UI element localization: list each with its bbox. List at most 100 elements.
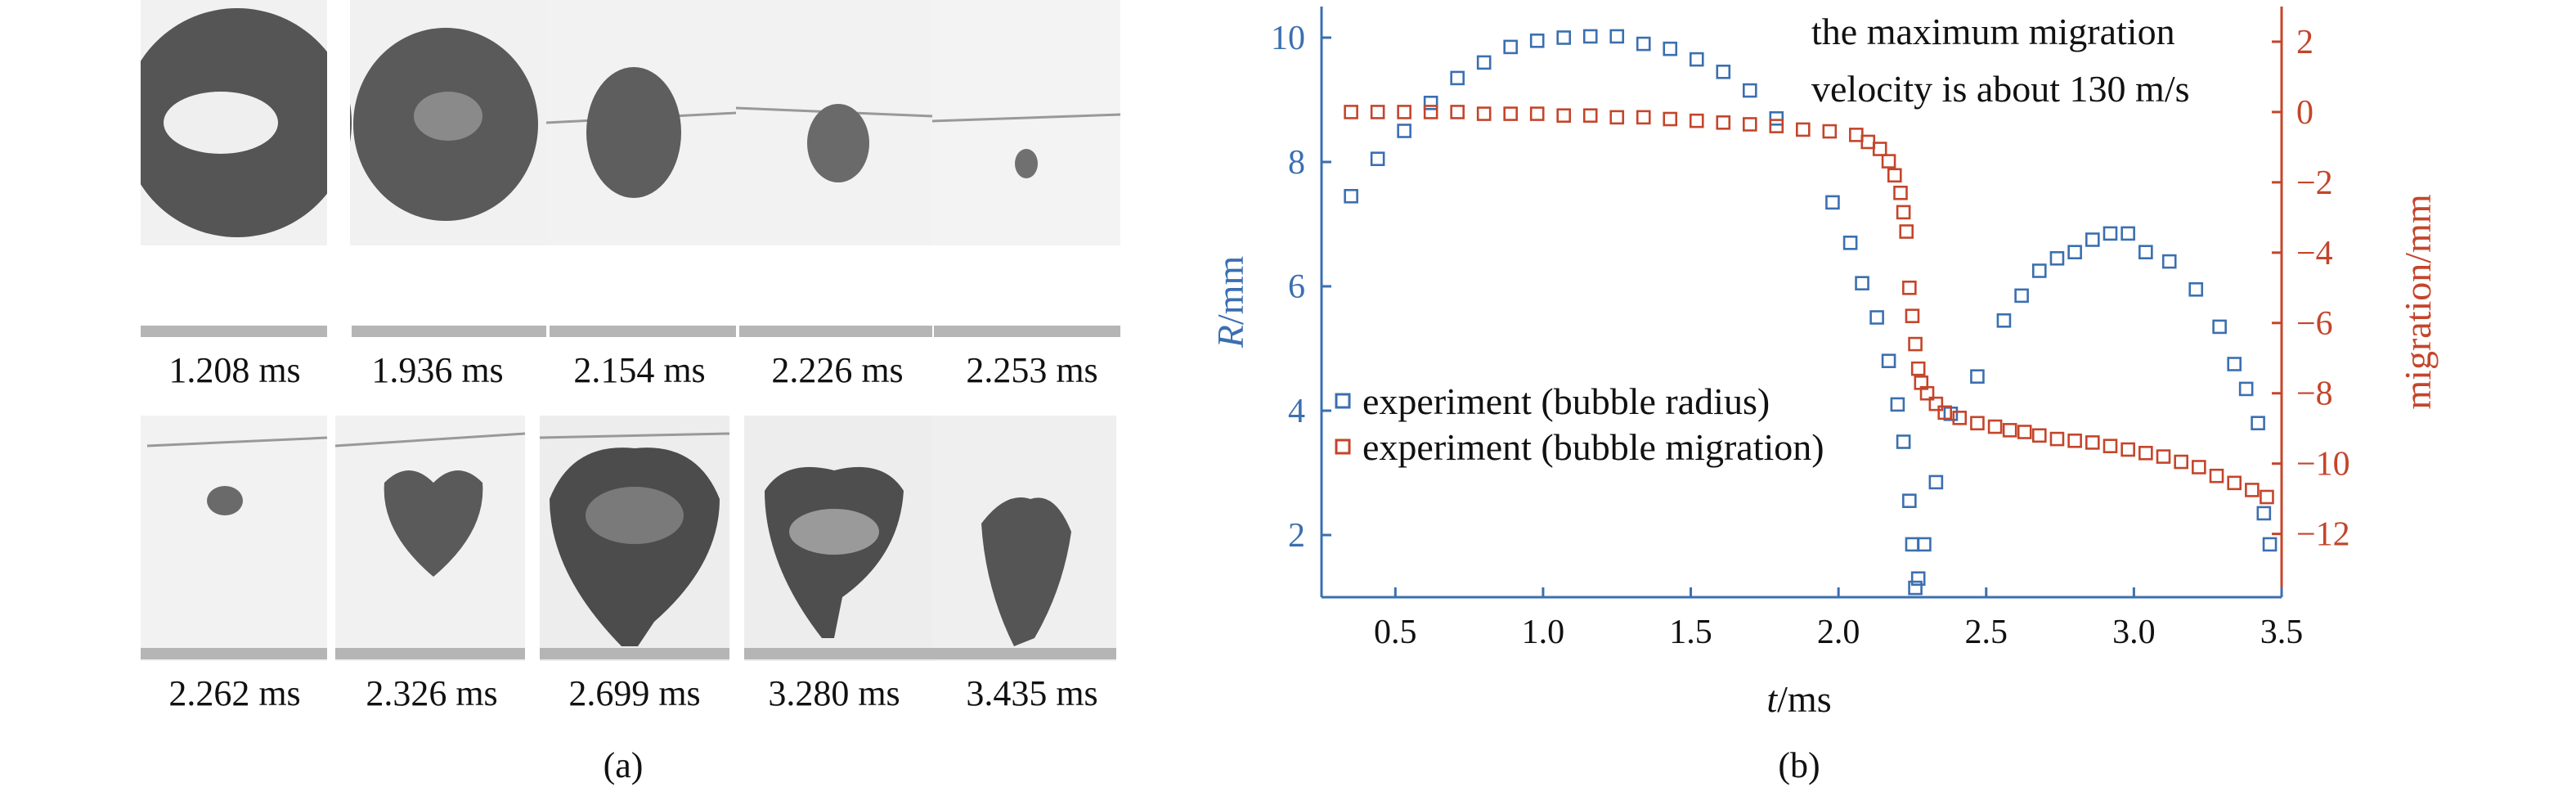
wire-7 (334, 432, 526, 447)
radius-point (1742, 83, 1757, 98)
x-axis-ticks: 0.5 1.0 1.5 2.0 2.5 3.0 3.5 (1374, 587, 2303, 651)
legend-marker-migration (1335, 438, 1351, 455)
radius-point (2138, 245, 2153, 260)
migration-point (1970, 416, 1985, 431)
radius-point (2103, 226, 2118, 241)
migration-point (1887, 168, 1902, 183)
floor-2-3 (540, 648, 729, 659)
radius-point (2049, 250, 2065, 266)
migration-point (1905, 308, 1920, 323)
migration-point (2156, 449, 2171, 464)
radius-point (2227, 357, 2242, 371)
migration-point (2260, 489, 2274, 505)
migration-point (1742, 117, 1757, 132)
migration-point (1893, 185, 1908, 200)
migration-point (1937, 405, 1952, 420)
bubble-glow-1 (164, 92, 278, 154)
radius-point (1869, 310, 1884, 325)
radius-point (1716, 65, 1731, 79)
x-tick-label: 2.5 (1965, 614, 2008, 651)
migration-point (1796, 122, 1811, 137)
radius-point (2085, 232, 2100, 247)
floor-2-5 (932, 648, 1116, 659)
floor-1-3 (550, 326, 736, 337)
y-right-tick-label: −10 (2296, 446, 2350, 483)
panel-a-label: (a) (604, 745, 644, 785)
y-left-axis-title-var: R (1209, 325, 1251, 349)
radius-point (2238, 381, 2254, 397)
migration-point (1529, 106, 1545, 121)
migration-point (1582, 108, 1598, 124)
frame-label-2-3: 2.699 ms (568, 673, 700, 713)
legend-label-migration: experiment (bubble migration) (1362, 426, 1824, 468)
radius-point (2251, 416, 2265, 431)
radius-point (1890, 397, 1905, 412)
migration-point (1849, 128, 1864, 142)
frame-label-1-2: 1.936 ms (371, 350, 503, 390)
migration-point (2192, 460, 2206, 474)
y-right-tick-label: 2 (2296, 24, 2313, 61)
radius-point (1908, 580, 1923, 596)
radius-point (1905, 537, 1920, 552)
floor-1-4 (739, 326, 932, 337)
radius-point (1476, 55, 1492, 70)
legend-label-radius: experiment (bubble radius) (1362, 380, 1770, 422)
radius-point (1996, 313, 2012, 328)
radius-point (2212, 319, 2227, 335)
radius-point (1556, 30, 1572, 45)
radius-point (2120, 226, 2135, 241)
bubble-crop-1b (327, 0, 350, 245)
bubble-image-3 (586, 67, 681, 198)
migration-point (1919, 385, 1935, 401)
x-tick-label: 1.5 (1669, 614, 1712, 651)
floor-2-4 (744, 648, 932, 659)
radius-point (1825, 195, 1840, 210)
radius-point (1663, 41, 1678, 56)
radius-point (2262, 537, 2278, 552)
radius-point (1636, 36, 1651, 52)
y-right-axis-ticks: 2 0 −2 −4 −6 −8 −10 −12 (2272, 24, 2350, 554)
radius-point (2256, 506, 2272, 521)
radius-point (2161, 254, 2177, 269)
radius-point (1423, 96, 1438, 110)
bubble-image-6 (207, 486, 243, 515)
radius-point (1842, 235, 1858, 250)
x-tick-label: 3.0 (2112, 614, 2156, 651)
x-axis-title: t/ms (1766, 678, 1831, 720)
radius-point (1529, 33, 1545, 48)
frame-label-2-5: 3.435 ms (966, 673, 1097, 713)
wire-5 (931, 113, 1121, 123)
legend-marker-radius (1335, 393, 1351, 409)
bubble-image-4 (807, 104, 869, 182)
migration-point (1902, 281, 1917, 295)
migration-point (2245, 483, 2260, 497)
migration-point (1503, 106, 1518, 121)
y-right-axis-title: migration/mm (2397, 194, 2439, 409)
radius-point (1609, 29, 1625, 44)
migration-point (2049, 431, 2065, 447)
radius-point (1881, 353, 1896, 369)
migration-point (1716, 115, 1731, 130)
migration-point (1450, 105, 1465, 119)
migration-point (1952, 411, 1968, 425)
frame-label-2-4: 3.280 ms (768, 673, 900, 713)
migration-point (1987, 419, 2003, 434)
migration-point (1636, 110, 1651, 125)
migration-point (1896, 205, 1911, 220)
bubble-image-5 (1015, 149, 1038, 178)
y-left-tick-label: 4 (1288, 393, 1305, 430)
migration-point (2002, 423, 2017, 438)
radius-point (1769, 111, 1784, 126)
radius-point (1397, 124, 1411, 138)
bubble-crop-1 (0, 0, 141, 245)
x-tick-label: 1.0 (1522, 614, 1565, 651)
radius-point (1970, 369, 1985, 385)
radius-point (1910, 571, 1926, 587)
legend: experiment (bubble radius) experiment (b… (1335, 380, 1824, 468)
bubble-glow-2 (414, 92, 482, 141)
migration-point (2017, 425, 2032, 439)
frame-label-1-3: 2.154 ms (573, 350, 705, 390)
y-right-tick-label: −12 (2296, 516, 2350, 554)
migration-point (1344, 105, 1358, 119)
